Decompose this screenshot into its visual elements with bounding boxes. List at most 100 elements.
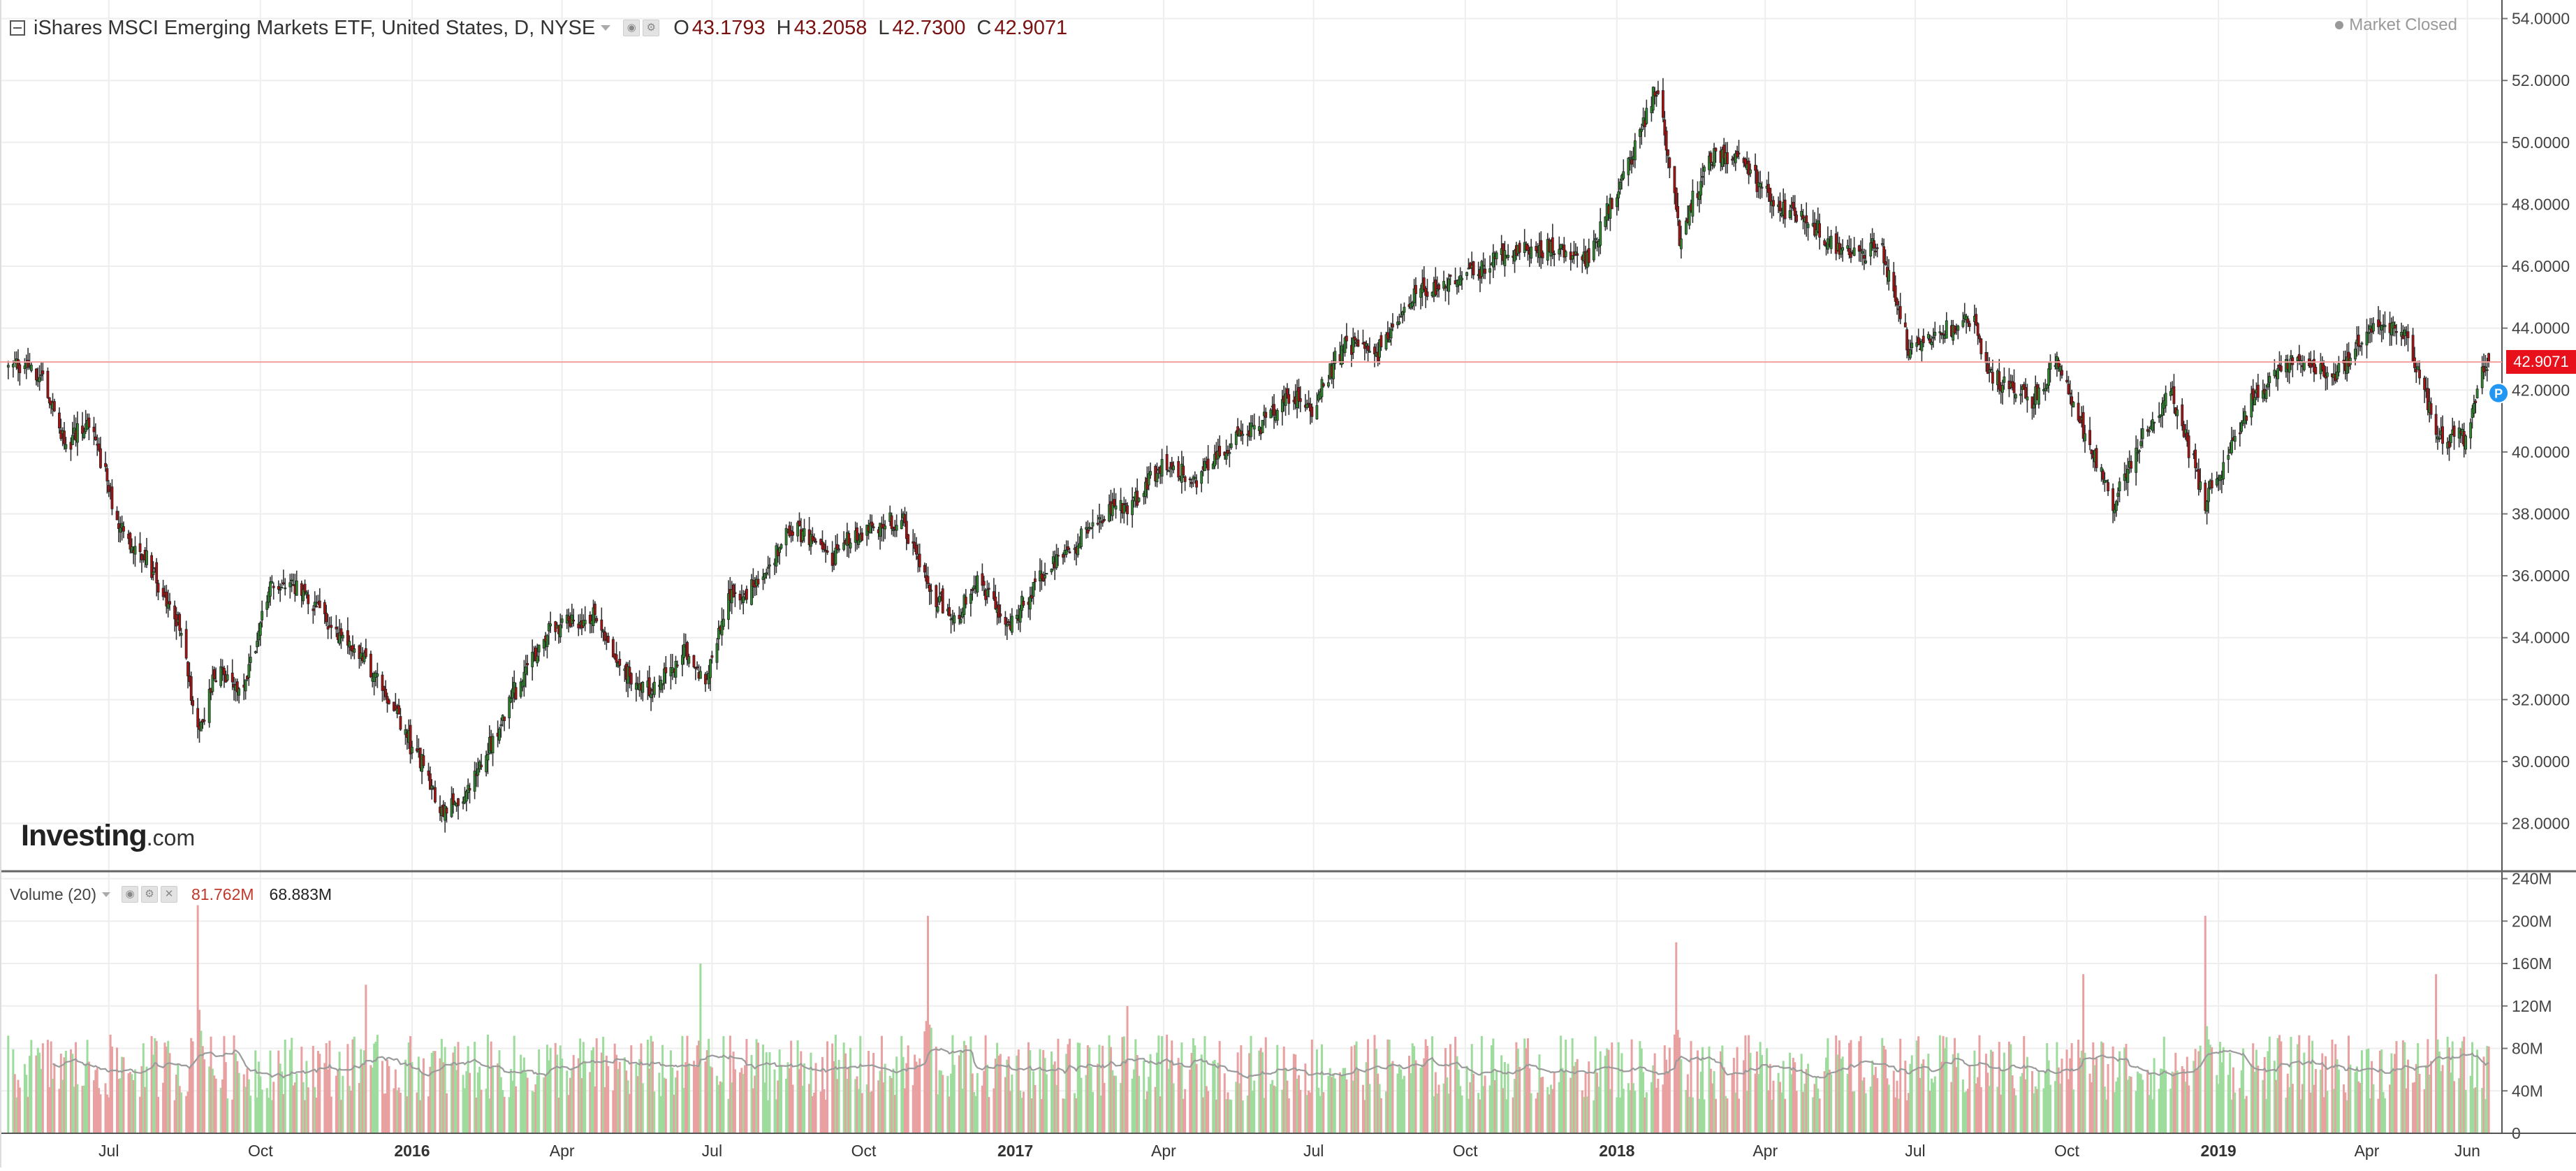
volume-bar	[1922, 1059, 1925, 1133]
candle	[2475, 385, 2479, 399]
candle-body	[1679, 238, 1683, 249]
volume-bar	[348, 1086, 351, 1133]
volume-bar	[2014, 1095, 2017, 1133]
candle	[1622, 159, 1625, 181]
volume-bar	[2311, 1040, 2314, 1133]
candle-body	[1655, 95, 1658, 97]
candle-body	[214, 680, 218, 683]
pattern-marker-icon[interactable]	[2488, 382, 2510, 404]
candle-body	[1491, 252, 1495, 268]
volume-bar	[1596, 1072, 1599, 1133]
candle-body	[768, 565, 771, 567]
volume-bar	[71, 1054, 74, 1133]
candle	[2227, 446, 2230, 473]
volume-bar	[1020, 1098, 1023, 1133]
volume-bar	[2126, 1079, 2129, 1133]
candle	[2313, 350, 2315, 382]
gear-icon[interactable]: ⚙	[643, 20, 660, 36]
volume-bar	[775, 1099, 777, 1133]
volume-bar	[1734, 1092, 1737, 1133]
chevron-down-icon[interactable]	[601, 25, 611, 31]
volume-bar	[1736, 1047, 1739, 1133]
volume-close-icon[interactable]: ✕	[161, 886, 178, 903]
candle-body	[411, 746, 414, 754]
candle	[776, 543, 780, 563]
volume-bar	[1401, 1079, 1404, 1133]
candle-body	[1465, 272, 1469, 276]
volume-bar	[53, 1063, 56, 1133]
candle-body	[1332, 363, 1335, 379]
volume-bar	[877, 1080, 880, 1133]
candle-body	[1604, 216, 1607, 227]
volume-bar	[41, 1043, 44, 1133]
candle	[409, 719, 412, 764]
volume-bar	[694, 1067, 697, 1133]
candle	[992, 578, 995, 602]
candle	[1920, 339, 1924, 363]
collapse-icon[interactable]	[10, 20, 25, 36]
candle-body	[948, 607, 951, 617]
candle-body	[572, 620, 576, 622]
candle	[1098, 503, 1101, 533]
volume-bar	[58, 1089, 61, 1133]
candle-body	[1976, 323, 1979, 336]
volume-bar	[731, 1082, 733, 1133]
volume-eye-icon[interactable]: ◉	[122, 886, 139, 903]
candle	[798, 512, 801, 527]
candle-body	[1091, 522, 1095, 527]
volume-bar	[1449, 1044, 1452, 1133]
candle-body	[1165, 453, 1169, 471]
volume-bar	[1479, 1099, 1481, 1133]
volume-bar	[953, 1065, 956, 1133]
candle-body	[69, 442, 73, 450]
volume-bar	[1068, 1038, 1071, 1133]
volume-chevron-down-icon[interactable]	[102, 892, 111, 897]
candle	[1956, 324, 1960, 340]
volume-bar	[2453, 1081, 2456, 1133]
volume-bar	[2263, 1056, 2266, 1133]
volume-bar	[1456, 1056, 1458, 1133]
candle-body	[1269, 409, 1273, 419]
volume-bar	[813, 1092, 816, 1133]
volume-bar	[18, 1087, 21, 1133]
volume-bar	[895, 1056, 898, 1133]
volume-bar	[2234, 1092, 2237, 1133]
candle	[140, 553, 143, 573]
volume-bar	[1722, 1067, 1725, 1133]
candle-body	[1975, 314, 1978, 326]
volume-gear-icon[interactable]: ⚙	[141, 886, 159, 903]
volume-bar	[1574, 1062, 1577, 1133]
candle-body	[1617, 191, 1620, 198]
volume-bar	[2232, 1067, 2234, 1133]
candle	[2032, 393, 2035, 418]
candle-body	[1411, 302, 1414, 307]
candle-body	[2360, 342, 2364, 344]
candle-body	[315, 606, 318, 608]
candle-body	[1610, 198, 1613, 210]
eye-icon[interactable]: ◉	[623, 20, 641, 36]
candle	[1668, 157, 1671, 179]
candle	[1211, 461, 1215, 470]
candle	[1414, 277, 1417, 307]
candle	[595, 616, 599, 623]
volume-bar	[2209, 1045, 2211, 1133]
candle	[295, 570, 298, 596]
candle-body	[2354, 349, 2357, 360]
candle	[1805, 202, 1808, 237]
volume-bar	[1597, 1086, 1600, 1133]
candle	[2279, 355, 2283, 372]
candle-layer	[6, 78, 2491, 833]
volume-bar	[1514, 1079, 1516, 1133]
candle-body	[592, 607, 595, 627]
candle	[2406, 323, 2410, 352]
candle-body	[323, 602, 326, 615]
candle-body	[1051, 556, 1055, 565]
candle	[971, 587, 974, 601]
candle-body	[722, 618, 725, 627]
candle	[47, 397, 51, 409]
candle-body	[2268, 376, 2271, 384]
candle-body	[1320, 379, 1324, 398]
